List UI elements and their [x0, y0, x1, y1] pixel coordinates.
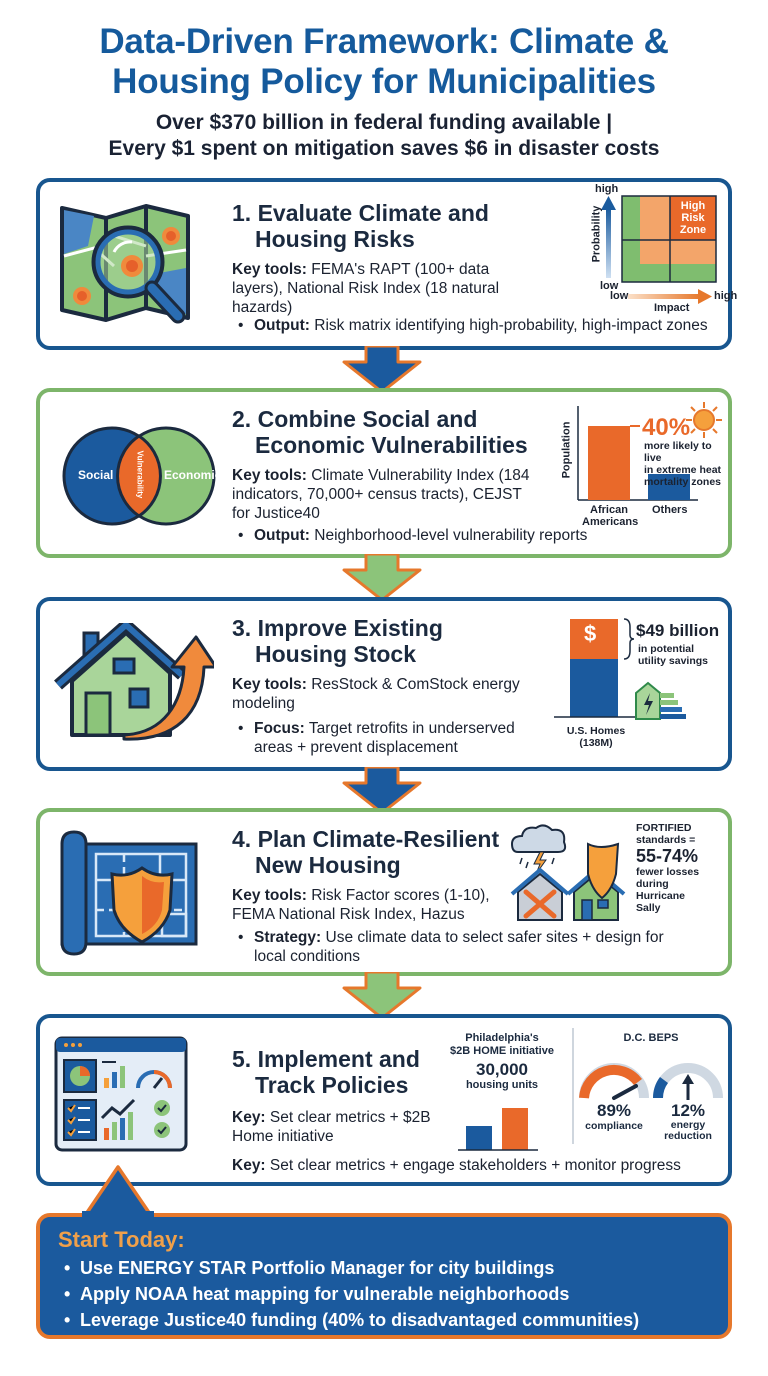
step-2-card: Social Economic Vulnerability 2. Combine… [36, 388, 732, 558]
energy-rating-icon [635, 681, 686, 720]
step-3-tools: Key tools: ResStock & ComStock energy mo… [232, 676, 520, 712]
x-high-label: high [714, 290, 738, 302]
header: Data-Driven Framework: Climate & Housing… [0, 22, 768, 162]
step-2-output: Output: Neighborhood-level vulnerability… [232, 526, 712, 545]
step-1-tools: Key tools: FEMA's RAPT (100+ data layers… [232, 261, 500, 316]
step-4-title: 4. Plan Climate-Resilient New Housing [232, 826, 500, 878]
divider [572, 1028, 574, 1144]
step-5-text: 5. Implement and Track Policies Key: Set… [232, 1046, 452, 1146]
venn-diagram-icon: Social Economic Vulnerability [54, 406, 224, 551]
fortified-stat-text: FORTIFIED standards = 55-74% fewer losse… [636, 822, 700, 914]
philadelphia-units-value: 30,000 [476, 1060, 528, 1079]
storm-cloud-icon [510, 824, 567, 875]
step-5-key-full: Key: Set clear metrics + engage stakehol… [232, 1157, 681, 1174]
philadelphia-units-label: housing units [465, 1079, 539, 1091]
philadelphia-home-chart: Philadelphia's $2B HOME initiative 30,000… [436, 1032, 568, 1151]
step-3-text: 3. Improve Existing Housing Stock Key to… [232, 615, 532, 713]
house-arrow-up-icon [54, 619, 218, 758]
damaged-house-icon [510, 867, 570, 921]
dashboard-icon [54, 1036, 194, 1161]
energy-reduction-gauge-label: 12% energy reduction [664, 1101, 712, 1142]
step-4-text: 4. Plan Climate-Resilient New Housing Ke… [232, 826, 532, 924]
step-4-strategy: Strategy: Use climate data to select saf… [232, 928, 672, 966]
step-1-output: Output: Risk matrix identifying high-pro… [232, 316, 732, 335]
callout-pointer-icon [82, 1165, 154, 1217]
heat-disparity-chart: Population 40% more likely to live in ext… [548, 400, 728, 536]
down-arrow-icon [342, 767, 422, 815]
step-5-key: Key: Set clear metrics + $2B Home initia… [232, 1109, 431, 1145]
step-1-title: 1. Evaluate Climate and Housing Risks [232, 200, 489, 252]
page-subtitle: Over $370 billion in federal funding ava… [0, 110, 768, 162]
x-axis-label: Impact [654, 302, 690, 314]
step-4-tools: Key tools: Risk Factor scores (1-10), FE… [232, 887, 490, 923]
heat-stat-value: 40% [642, 414, 691, 441]
high-risk-zone-label: High Risk Zone [679, 200, 707, 236]
start-today-title: Start Today: [58, 1227, 185, 1252]
step-3-title: 3. Improve Existing Housing Stock [232, 615, 443, 667]
population-axis-label: Population [560, 421, 573, 479]
dc-beps-title: D.C. BEPS [623, 1032, 679, 1044]
title-line-2: Housing Policy for Municipalities [112, 62, 656, 101]
us-homes-label: U.S. Homes (138M) [566, 725, 626, 749]
venn-social-label: Social [78, 468, 114, 482]
venn-economic-label: Economic [164, 468, 222, 482]
compliance-gauge-label: 89% compliance [585, 1101, 643, 1133]
step-2-tools: Key tools: Climate Vulnerability Index (… [232, 467, 530, 522]
bar-label-african-americans: African Americans [582, 504, 639, 528]
x-low-label: low [610, 290, 629, 302]
heat-stat-text: more likely to live in extreme heat mortal… [644, 440, 722, 488]
page-title: Data-Driven Framework: Climate & Housing… [0, 22, 768, 102]
sun-icon [686, 402, 722, 438]
subtitle-line-2: Every $1 spent on mitigation saves $6 in… [108, 137, 660, 160]
philadelphia-title: Philadelphia's $2B HOME initiative [450, 1032, 554, 1057]
dc-beps-gauges: D.C. BEPS 89% compliance 12% energy redu… [576, 1032, 726, 1150]
step-5-card: 5. Implement and Track Policies Key: Set… [36, 1014, 732, 1186]
step-2-text: 2. Combine Social and Economic Vulnerabi… [232, 406, 532, 523]
savings-amount: $49 billion [636, 621, 720, 640]
bar-label-others: Others [652, 504, 688, 516]
down-arrow-icon [342, 346, 422, 394]
fortified-standards-visual: FORTIFIED standards = 55-74% fewer losse… [508, 822, 728, 932]
down-arrow-icon [342, 972, 422, 1020]
fortified-stat-value: 55-74% [636, 846, 699, 866]
title-line-1: Data-Driven Framework: Climate & [99, 22, 669, 61]
step-2-title: 2. Combine Social and Economic Vulnerabi… [232, 406, 528, 458]
utility-savings-chart: $ $49 billion in potential utility saving… [552, 613, 728, 763]
step-1-card: 1. Evaluate Climate and Housing Risks Ke… [36, 178, 737, 350]
start-today-callout: Start Today: Use ENERGY STAR Portfolio M… [36, 1213, 732, 1339]
step-3-focus: Focus: Target retrofits in underserved a… [232, 719, 532, 757]
y-high-label: high [595, 183, 619, 195]
callout-pointer-joint [82, 1211, 154, 1219]
list-item: Apply NOAA heat mapping for vulnerable n… [58, 1281, 710, 1307]
step-5-title: 5. Implement and Track Policies [232, 1046, 420, 1098]
step-3-card: 3. Improve Existing Housing Stock Key to… [36, 597, 732, 771]
venn-overlap-label: Vulnerability [135, 450, 145, 499]
y-low-label: low [600, 280, 619, 292]
step-4-card: 4. Plan Climate-Resilient New Housing Ke… [36, 808, 732, 976]
start-today-list: Use ENERGY STAR Portfolio Manager for ci… [58, 1255, 710, 1333]
subtitle-line-1: Over $370 billion in federal funding ava… [155, 111, 613, 134]
step-1-text: 1. Evaluate Climate and Housing Risks Ke… [232, 200, 532, 317]
list-item: Use ENERGY STAR Portfolio Manager for ci… [58, 1255, 710, 1281]
down-arrow-icon [342, 554, 422, 602]
savings-description: in potential utility savings [638, 643, 709, 667]
risk-matrix-chart: high low low high Impact Probability Hig… [562, 182, 737, 314]
dollar-icon: $ [584, 621, 597, 646]
list-item: Leverage Justice40 funding (40% to disad… [58, 1307, 710, 1333]
y-axis-label: Probability [590, 205, 603, 263]
map-magnifier-icon [54, 196, 214, 341]
blueprint-shield-icon [54, 830, 204, 965]
